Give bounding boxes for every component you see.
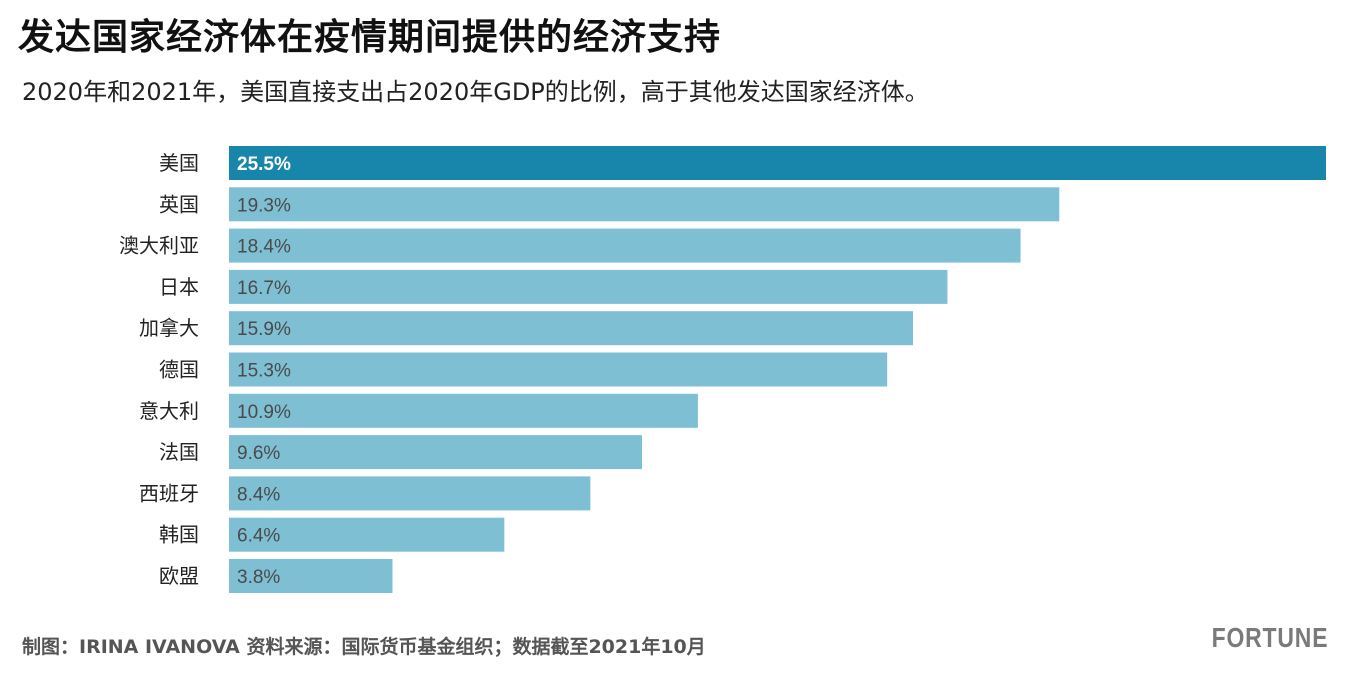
value-label: 18.4% [237,237,291,258]
category-label: 加拿大 [139,316,199,340]
bar-7 [229,435,642,470]
chart-title: 发达国家经济体在疫情期间提供的经济支持 [18,17,722,58]
category-label: 日本 [159,275,199,299]
value-label: 9.6% [237,443,280,464]
value-label: 15.3% [237,361,291,382]
bar-5 [229,352,888,387]
value-label: 25.5% [237,154,291,175]
value-label: 16.7% [237,278,291,299]
category-label: 澳大利亚 [119,234,199,258]
bar-4 [229,311,914,346]
bar-10 [229,559,393,593]
bar-0 [229,146,1326,180]
bar-8 [229,476,591,511]
category-label: 韩国 [159,523,199,547]
value-label: 3.8% [237,567,280,588]
category-label: 法国 [159,440,199,464]
bar-9 [229,517,505,552]
category-label: 英国 [159,192,199,216]
bar-1 [229,187,1060,222]
value-label: 15.9% [237,319,291,340]
bar-3 [229,269,948,304]
category-label: 美国 [159,151,199,175]
value-label: 8.4% [237,484,280,505]
category-label: 德国 [159,358,199,382]
value-label: 19.3% [237,195,291,216]
value-label: 6.4% [237,526,280,547]
bar-2 [229,228,1021,263]
bar-6 [229,393,698,428]
category-label: 西班牙 [139,481,199,505]
category-label: 欧盟 [159,564,199,588]
source-note: 制图：IRINA IVANOVA 资料来源：国际货币基金组织；数据截至2021年… [22,636,706,658]
fortune-logo: FORTUNE [1211,622,1328,653]
chart-subtitle: 2020年和2021年，美国直接支出占2020年GDP的比例，高于其他发达国家经… [22,78,929,106]
value-label: 10.9% [237,402,291,423]
category-label: 意大利 [139,399,199,423]
